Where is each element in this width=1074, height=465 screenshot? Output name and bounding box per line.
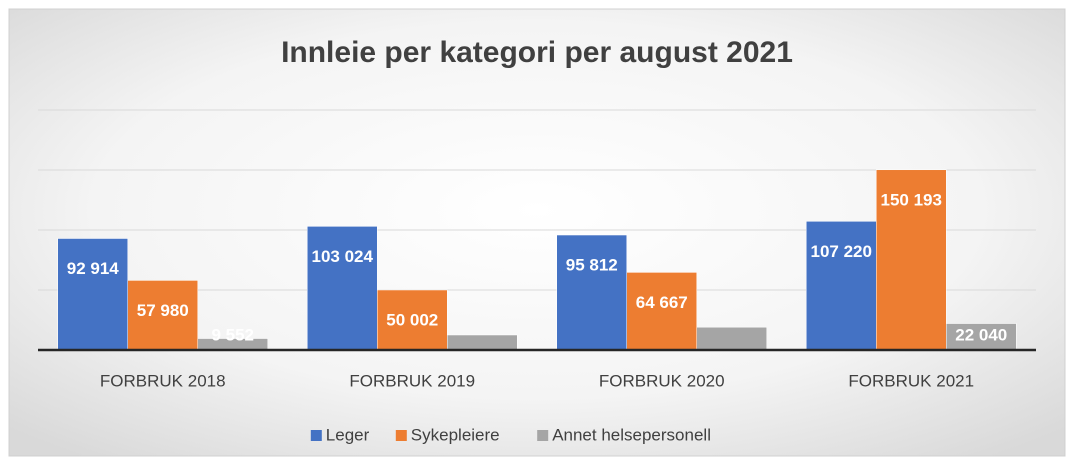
legend-swatch: [537, 430, 549, 441]
legend-label: Leger: [326, 425, 370, 444]
legend-swatch: [395, 430, 407, 441]
data-label: 22 040: [955, 325, 1007, 344]
bar: [556, 234, 627, 351]
x-tick-label: FORBRUK 2021: [848, 371, 974, 390]
bar: [447, 334, 518, 351]
data-label: 50 002: [386, 310, 438, 329]
data-label: 103 024: [312, 247, 374, 266]
data-label: 150 193: [881, 190, 942, 209]
bar: [57, 238, 128, 351]
legend-swatch: [310, 430, 322, 441]
x-tick-label: FORBRUK 2018: [100, 371, 226, 390]
bar: [876, 169, 947, 351]
bar: [946, 323, 1017, 351]
bar: [307, 226, 378, 351]
bar: [626, 272, 697, 351]
data-label: 9 552: [211, 325, 254, 344]
data-label: 57 980: [137, 301, 189, 320]
data-label: 64 667: [636, 293, 688, 312]
legend-label: Annet helsepersonell: [552, 425, 711, 444]
bar: [377, 289, 448, 351]
chart-title: Innleie per kategori per august 2021: [281, 36, 793, 69]
data-label: 92 914: [67, 259, 120, 278]
x-tick-label: FORBRUK 2019: [349, 371, 475, 390]
bar: [806, 221, 877, 351]
legend-label: Sykepleiere: [411, 425, 500, 444]
x-tick-label: FORBRUK 2020: [599, 371, 725, 390]
data-label: 95 812: [566, 256, 618, 275]
data-label: 107 220: [811, 242, 872, 261]
bar: [696, 326, 767, 351]
